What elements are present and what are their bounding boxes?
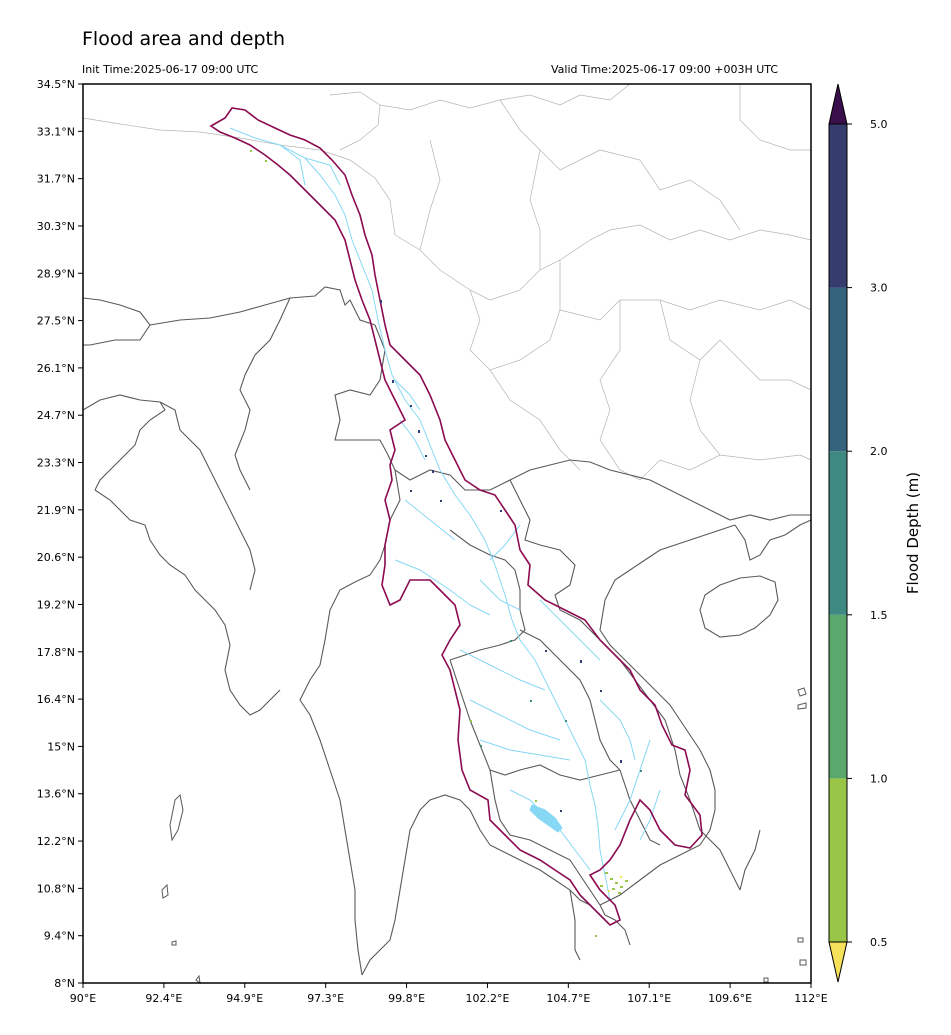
colorbar-bin [829, 614, 847, 779]
lon-tick-label: 104.7°E [546, 992, 590, 1005]
colorbar-bin [829, 451, 847, 615]
lat-tick-label: 15°N [47, 740, 75, 753]
lat-tick-label: 17.8°N [37, 646, 75, 659]
latitude-axis: 34.5°N 33.1°N 31.7°N 30.3°N 28.9°N 27.5°N 26.1… [37, 78, 83, 990]
colorbar-tick-label: 1.0 [870, 772, 888, 785]
colorbar-tick-label: 2.0 [870, 445, 888, 458]
islands [161, 687, 807, 985]
colorbar-bin [829, 124, 847, 288]
lon-tick-label: 94.9°E [226, 992, 263, 1005]
colorbar-tick-label: 1.5 [870, 609, 888, 622]
colorbar-bin [829, 287, 847, 452]
lat-tick-label: 33.1°N [37, 125, 75, 138]
longitude-axis: 90°E 92.4°E 94.9°E 97.3°E 99.8°E 102.2°E 104.7… [70, 983, 828, 1005]
colorbar-bin [829, 778, 847, 942]
colorbar-tick-label: 3.0 [870, 282, 888, 295]
lat-tick-label: 21.9°N [37, 504, 75, 517]
lon-tick-label: 90°E [70, 992, 96, 1005]
lon-tick-label: 99.8°E [388, 992, 425, 1005]
colorbar-tick-label: 0.5 [870, 936, 888, 949]
lat-tick-label: 26.1°N [37, 362, 75, 375]
colorbar: 0.5 1.0 1.5 2.0 3.0 5.0 Flood Depth (m) [828, 83, 922, 983]
lat-tick-label: 20.6°N [37, 551, 75, 564]
map-frame [82, 83, 812, 984]
lat-tick-label: 31.7°N [37, 173, 75, 186]
lat-tick-label: 23.3°N [37, 457, 75, 470]
lat-tick-label: 19.2°N [37, 598, 75, 611]
lon-tick-label: 92.4°E [145, 992, 182, 1005]
lat-tick-label: 30.3°N [37, 220, 75, 233]
lat-tick-label: 8°N [54, 977, 75, 990]
colorbar-tick-label: 5.0 [870, 118, 888, 131]
lat-tick-label: 28.9°N [37, 267, 75, 280]
lat-tick-label: 10.8°N [37, 882, 75, 895]
map-panel [82, 83, 812, 985]
lat-tick-label: 9.4°N [44, 930, 75, 943]
river-network [229, 127, 661, 901]
lon-tick-label: 97.3°E [307, 992, 344, 1005]
lon-tick-label: 107.1°E [627, 992, 671, 1005]
lon-tick-label: 102.2°E [465, 992, 509, 1005]
colorbar-under-extension [828, 941, 848, 983]
map-title: Flood area and depth [82, 28, 286, 50]
colorbar-over-extension [828, 83, 848, 125]
init-time-label: Init Time:2025-06-17 09:00 UTC [82, 63, 259, 76]
colorbar-frame [828, 123, 848, 943]
tonle-sap-lake [529, 804, 563, 833]
colorbar-label: Flood Depth (m) [904, 472, 922, 594]
lon-tick-label: 109.6°E [708, 992, 752, 1005]
lat-tick-label: 13.6°N [37, 788, 75, 801]
lat-tick-label: 27.5°N [37, 315, 75, 328]
province-boundaries [82, 83, 812, 481]
valid-time-label: Valid Time:2025-06-17 09:00 +003H UTC [551, 63, 779, 76]
lat-tick-label: 16.4°N [37, 693, 75, 706]
mekong-basin-outline [209, 107, 703, 926]
flood-depth-pixels [250, 150, 642, 937]
lat-tick-label: 12.2°N [37, 835, 75, 848]
lat-tick-label: 34.5°N [37, 78, 75, 91]
lon-tick-label: 112°E [794, 992, 827, 1005]
lat-tick-label: 24.7°N [37, 409, 75, 422]
